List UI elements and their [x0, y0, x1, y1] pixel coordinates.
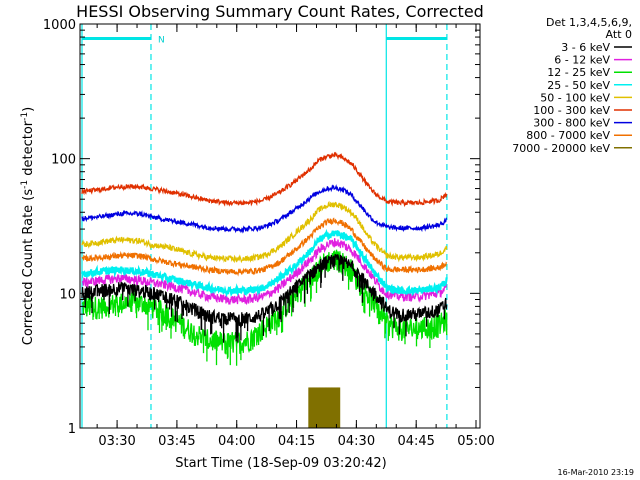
series-layer [80, 151, 448, 366]
legend-label: 800 - 7000 keV [526, 129, 610, 142]
flag-layer: N [81, 24, 448, 428]
x-tick-label: 04:00 [218, 434, 255, 449]
y-axis-label-mid: detector [21, 120, 36, 180]
y-axis: 1 10 100 1000 [43, 18, 480, 437]
y-tick-label: 100 [51, 153, 76, 168]
legend-label: 300 - 800 keV [533, 117, 610, 130]
legend-label: 25 - 50 keV [547, 79, 610, 92]
x-axis-label: Start Time (18-Sep-09 03:20:42) [175, 456, 386, 471]
y-axis-label-main: Corrected Count Rate (s [21, 189, 36, 346]
chart-title: HESSI Observing Summary Count Rates, Cor… [76, 2, 484, 21]
plot-frame [79, 23, 481, 429]
flag-annotation: N [158, 36, 165, 46]
y-axis-label-exp2: -1 [20, 112, 30, 121]
y-axis-label-end: ) [21, 107, 36, 112]
y-axis-label: Corrected Count Rate (s-1 detector-1) [20, 107, 36, 345]
x-tick-label: 04:30 [338, 434, 375, 449]
spike-layer [308, 387, 341, 428]
legend-label: 3 - 6 keV [561, 41, 610, 54]
series-line-100-300-kev [81, 151, 448, 208]
legend-header-line-1: Det 1,3,4,5,6,9, [546, 16, 632, 29]
series-line-800-7000-kev [81, 217, 448, 277]
x-tick-label: 03:30 [98, 434, 135, 449]
legend-label: 6 - 12 keV [554, 54, 610, 67]
y-tick-label: 1000 [43, 18, 76, 33]
series-line-3-6-kev [81, 254, 448, 343]
timestamp: 16-Mar-2010 23:19 [558, 468, 635, 477]
x-tick-label: 04:45 [397, 434, 434, 449]
x-axis: 03:30 03:45 04:00 04:15 04:30 04:45 05:00 [96, 24, 495, 449]
x-tick-label: 03:45 [158, 434, 195, 449]
series-line-6-12-kev [81, 238, 448, 306]
legend-header-line-2: Att 0 [606, 28, 632, 41]
y-tick-label: 10 [59, 287, 76, 302]
legend-label: 100 - 300 keV [533, 104, 610, 117]
series-line-300-800-kev [81, 184, 448, 234]
y-tick-label: 1 [68, 422, 76, 437]
legend-label: 12 - 25 keV [547, 66, 610, 79]
x-tick-label: 04:15 [278, 434, 315, 449]
x-tick-label: 05:00 [457, 434, 494, 449]
series-line-12-25-kev [81, 249, 448, 366]
series-line-25-50-kev [80, 228, 448, 298]
y-axis-label-exp1: -1 [20, 180, 30, 189]
legend-label: 7000 - 20000 keV [512, 142, 610, 155]
series-line-50-100-kev [81, 200, 448, 264]
legend-label: 50 - 100 keV [540, 91, 610, 104]
